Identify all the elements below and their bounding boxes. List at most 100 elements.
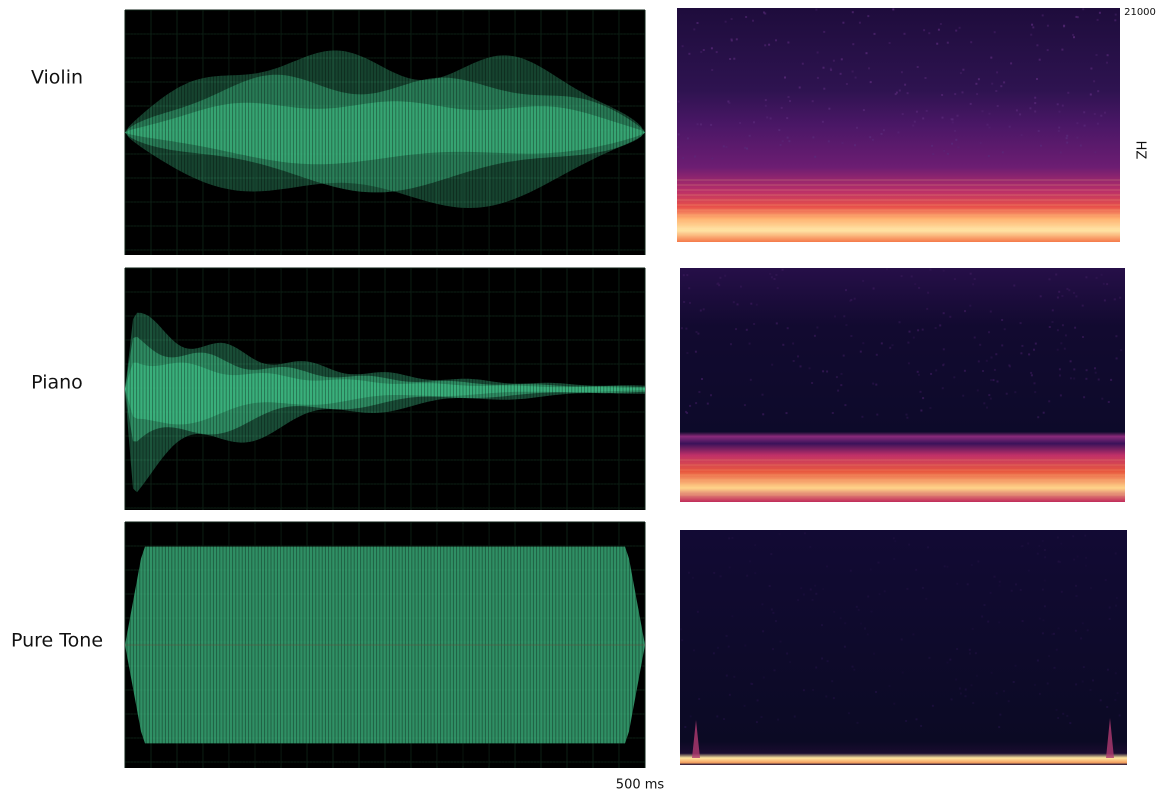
noise-speck: [1069, 360, 1072, 363]
noise-speck: [1095, 276, 1098, 279]
noise-speck: [969, 304, 972, 307]
noise-speck: [1089, 93, 1092, 96]
noise-speck: [730, 18, 733, 20]
noise-speck: [1094, 367, 1096, 370]
noise-speck: [969, 102, 972, 105]
noise-speck: [689, 301, 691, 304]
noise-speck: [1015, 583, 1017, 586]
noise-speck: [1115, 604, 1117, 607]
noise-speck: [1114, 698, 1117, 701]
noise-speck: [842, 354, 845, 357]
noise-speck: [1030, 371, 1033, 374]
noise-speck: [983, 402, 986, 405]
noise-speck: [906, 92, 909, 95]
noise-speck: [1110, 378, 1113, 381]
noise-speck: [989, 397, 992, 400]
noise-speck: [931, 704, 934, 707]
noise-speck: [826, 370, 829, 373]
noise-speck: [859, 350, 862, 353]
noise-speck: [977, 560, 980, 563]
noise-speck: [1099, 699, 1102, 702]
noise-speck: [1085, 377, 1088, 380]
noise-speck: [1076, 16, 1079, 19]
noise-speck: [816, 51, 819, 54]
noise-speck: [897, 131, 900, 134]
noise-speck: [1100, 273, 1103, 276]
noise-speck: [811, 382, 814, 384]
noise-speck: [1032, 26, 1035, 29]
noise-speck: [979, 343, 982, 346]
noise-speck: [971, 627, 974, 630]
noise-speck: [856, 126, 858, 129]
noise-speck: [844, 622, 847, 625]
noise-speck: [1033, 683, 1036, 686]
noise-speck: [864, 627, 866, 630]
noise-speck: [1043, 549, 1046, 551]
noise-speck: [1083, 111, 1086, 114]
noise-speck: [1094, 151, 1097, 154]
noise-speck: [979, 142, 982, 144]
noise-speck: [816, 326, 819, 329]
noise-speck: [976, 389, 979, 392]
noise-speck: [1115, 597, 1118, 599]
noise-speck: [1038, 58, 1041, 61]
noise-speck: [895, 91, 898, 94]
noise-speck: [1056, 296, 1059, 299]
noise-speck: [912, 336, 915, 339]
noise-speck: [841, 142, 844, 145]
noise-speck: [1046, 24, 1049, 27]
noise-speck: [993, 368, 996, 371]
noise-speck: [686, 137, 689, 140]
noise-speck: [885, 268, 888, 271]
noise-speck: [808, 367, 811, 370]
waveform-envelope: [125, 312, 645, 493]
noise-speck: [689, 715, 692, 718]
noise-speck: [1019, 113, 1022, 116]
noise-speck: [1051, 309, 1054, 312]
noise-speck: [1057, 130, 1060, 132]
noise-speck: [900, 638, 903, 641]
noise-speck: [954, 93, 957, 96]
noise-speck: [730, 343, 732, 346]
noise-speck: [789, 661, 792, 664]
noise-speck: [700, 123, 702, 126]
noise-speck: [728, 102, 731, 104]
noise-speck: [797, 355, 799, 358]
noise-speck: [764, 99, 767, 102]
noise-speck: [802, 689, 805, 692]
noise-speck: [905, 720, 908, 722]
noise-speck: [989, 310, 992, 313]
noise-speck: [826, 660, 829, 663]
noise-speck: [995, 90, 998, 92]
noise-speck: [970, 684, 973, 687]
noise-speck: [729, 58, 732, 60]
noise-speck: [913, 120, 916, 123]
noise-speck: [1114, 552, 1117, 555]
noise-speck: [920, 724, 923, 727]
noise-speck: [900, 275, 903, 278]
noise-speck: [1000, 85, 1003, 88]
noise-speck: [730, 39, 733, 42]
noise-speck: [908, 543, 911, 546]
noise-speck: [748, 342, 751, 345]
noise-speck: [770, 608, 773, 611]
noise-speck: [934, 327, 937, 329]
noise-speck: [728, 537, 731, 540]
noise-speck: [746, 147, 748, 150]
noise-speck: [725, 145, 728, 148]
noise-speck: [696, 22, 699, 24]
noise-speck: [775, 620, 777, 623]
noise-speck: [722, 145, 725, 148]
noise-speck: [683, 301, 686, 303]
noise-speck: [1021, 344, 1024, 347]
noise-speck: [872, 287, 875, 290]
noise-speck: [811, 598, 814, 601]
noise-speck: [985, 359, 988, 362]
noise-speck: [822, 588, 825, 591]
noise-speck: [856, 721, 859, 724]
noise-speck: [1096, 18, 1099, 21]
noise-speck: [1073, 368, 1076, 371]
noise-speck: [908, 330, 911, 333]
noise-speck: [1059, 561, 1061, 563]
noise-speck: [1003, 328, 1006, 331]
